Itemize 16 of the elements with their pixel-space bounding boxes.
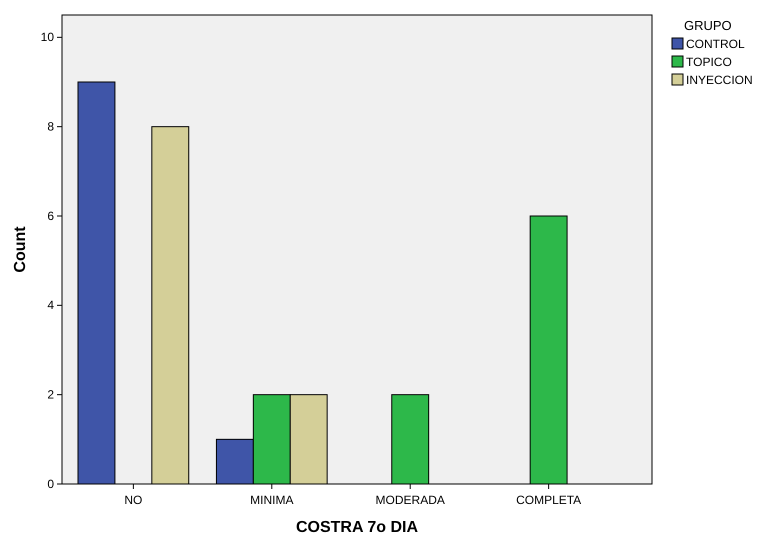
y-tick-label: 10 [40,30,54,44]
legend-label: INYECCION [686,73,753,87]
y-tick-label: 2 [47,388,54,402]
legend-title: GRUPO [684,18,732,33]
legend-label: CONTROL [686,37,745,51]
x-tick-label: NO [124,493,142,507]
x-tick-label: MODERADA [376,493,445,507]
x-tick-label: MINIMA [250,493,294,507]
y-axis-title: Count [12,226,29,273]
y-tick-label: 8 [47,120,54,134]
y-tick-label: 4 [47,298,54,312]
y-tick-label: 6 [47,208,54,223]
x-axis-title: COSTRA 7o DIA [296,519,418,536]
x-tick-label: COMPLETA [516,493,582,507]
y-tick-label: 0 [47,476,54,491]
legend-label: TOPICO [686,55,732,69]
